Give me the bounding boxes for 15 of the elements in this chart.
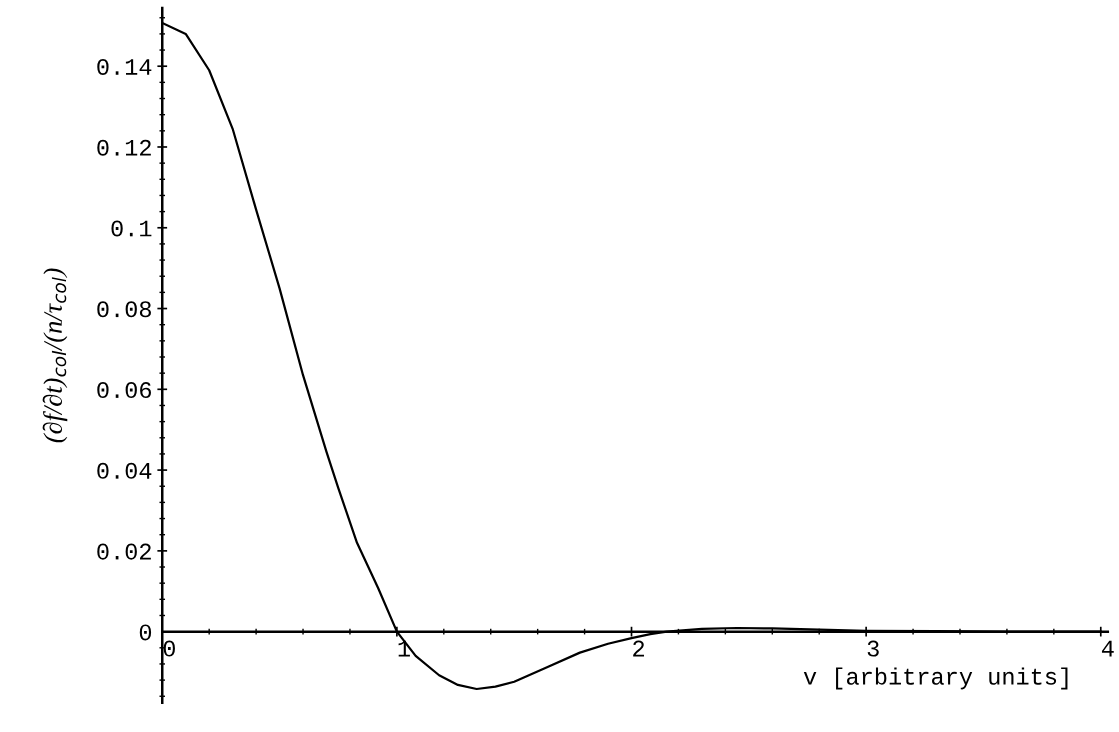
x-tick-label: 2 bbox=[633, 640, 645, 657]
y-tick-label: 0.06 bbox=[97, 382, 151, 399]
y-tick-label: 0.02 bbox=[97, 543, 151, 560]
y-tick-label: 0 bbox=[139, 624, 152, 641]
y-tick-label: 0.08 bbox=[97, 301, 151, 318]
y-tick-label: 0.14 bbox=[97, 58, 152, 75]
y-tick-label: 0.12 bbox=[97, 139, 151, 156]
y-tick-label: 0.04 bbox=[97, 462, 152, 479]
x-tick-label: 3 bbox=[867, 640, 879, 657]
x-tick-label: 4 bbox=[1101, 640, 1114, 657]
y-tick-label: 0.1 bbox=[111, 220, 152, 237]
x-axis-title: v [arbitrary units] bbox=[803, 667, 1068, 690]
x-tick-label: 0 bbox=[163, 640, 175, 657]
x-tick-label: 1 bbox=[398, 640, 410, 657]
y-axis-title: (∂f/∂t)$_{col}$/(n/τ$_{col}$) bbox=[42, 268, 68, 443]
